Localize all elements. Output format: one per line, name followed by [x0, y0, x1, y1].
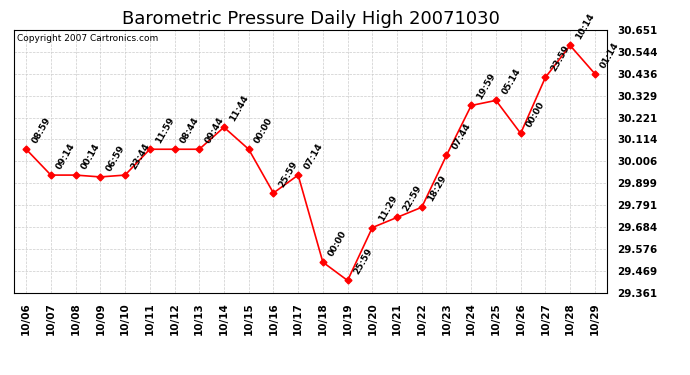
Text: 18:29: 18:29 — [426, 174, 448, 203]
Text: 09:44: 09:44 — [204, 116, 226, 145]
Text: 08:44: 08:44 — [179, 116, 201, 145]
Text: 09:14: 09:14 — [55, 141, 77, 171]
Text: Copyright 2007 Cartronics.com: Copyright 2007 Cartronics.com — [17, 34, 158, 43]
Text: 11:29: 11:29 — [377, 194, 399, 224]
Text: 00:14: 00:14 — [80, 142, 102, 171]
Text: 23:44: 23:44 — [129, 141, 152, 171]
Text: 00:00: 00:00 — [525, 100, 546, 129]
Text: 08:59: 08:59 — [30, 116, 52, 145]
Text: 06:59: 06:59 — [104, 144, 126, 173]
Text: 11:44: 11:44 — [228, 94, 250, 123]
Text: 11:59: 11:59 — [154, 116, 176, 145]
Text: 07:14: 07:14 — [302, 141, 324, 171]
Text: 19:59: 19:59 — [475, 72, 497, 101]
Text: 10:14: 10:14 — [574, 12, 596, 41]
Text: 07:44: 07:44 — [451, 122, 473, 151]
Text: 25:59: 25:59 — [352, 247, 374, 276]
Text: 05:14: 05:14 — [500, 67, 522, 96]
Title: Barometric Pressure Daily High 20071030: Barometric Pressure Daily High 20071030 — [121, 10, 500, 28]
Text: 00:00: 00:00 — [327, 229, 349, 258]
Text: 01:14: 01:14 — [599, 40, 621, 70]
Text: 22:59: 22:59 — [401, 184, 424, 213]
Text: 23:59: 23:59 — [549, 44, 572, 73]
Text: 00:00: 00:00 — [253, 116, 275, 145]
Text: 25:59: 25:59 — [277, 159, 299, 189]
